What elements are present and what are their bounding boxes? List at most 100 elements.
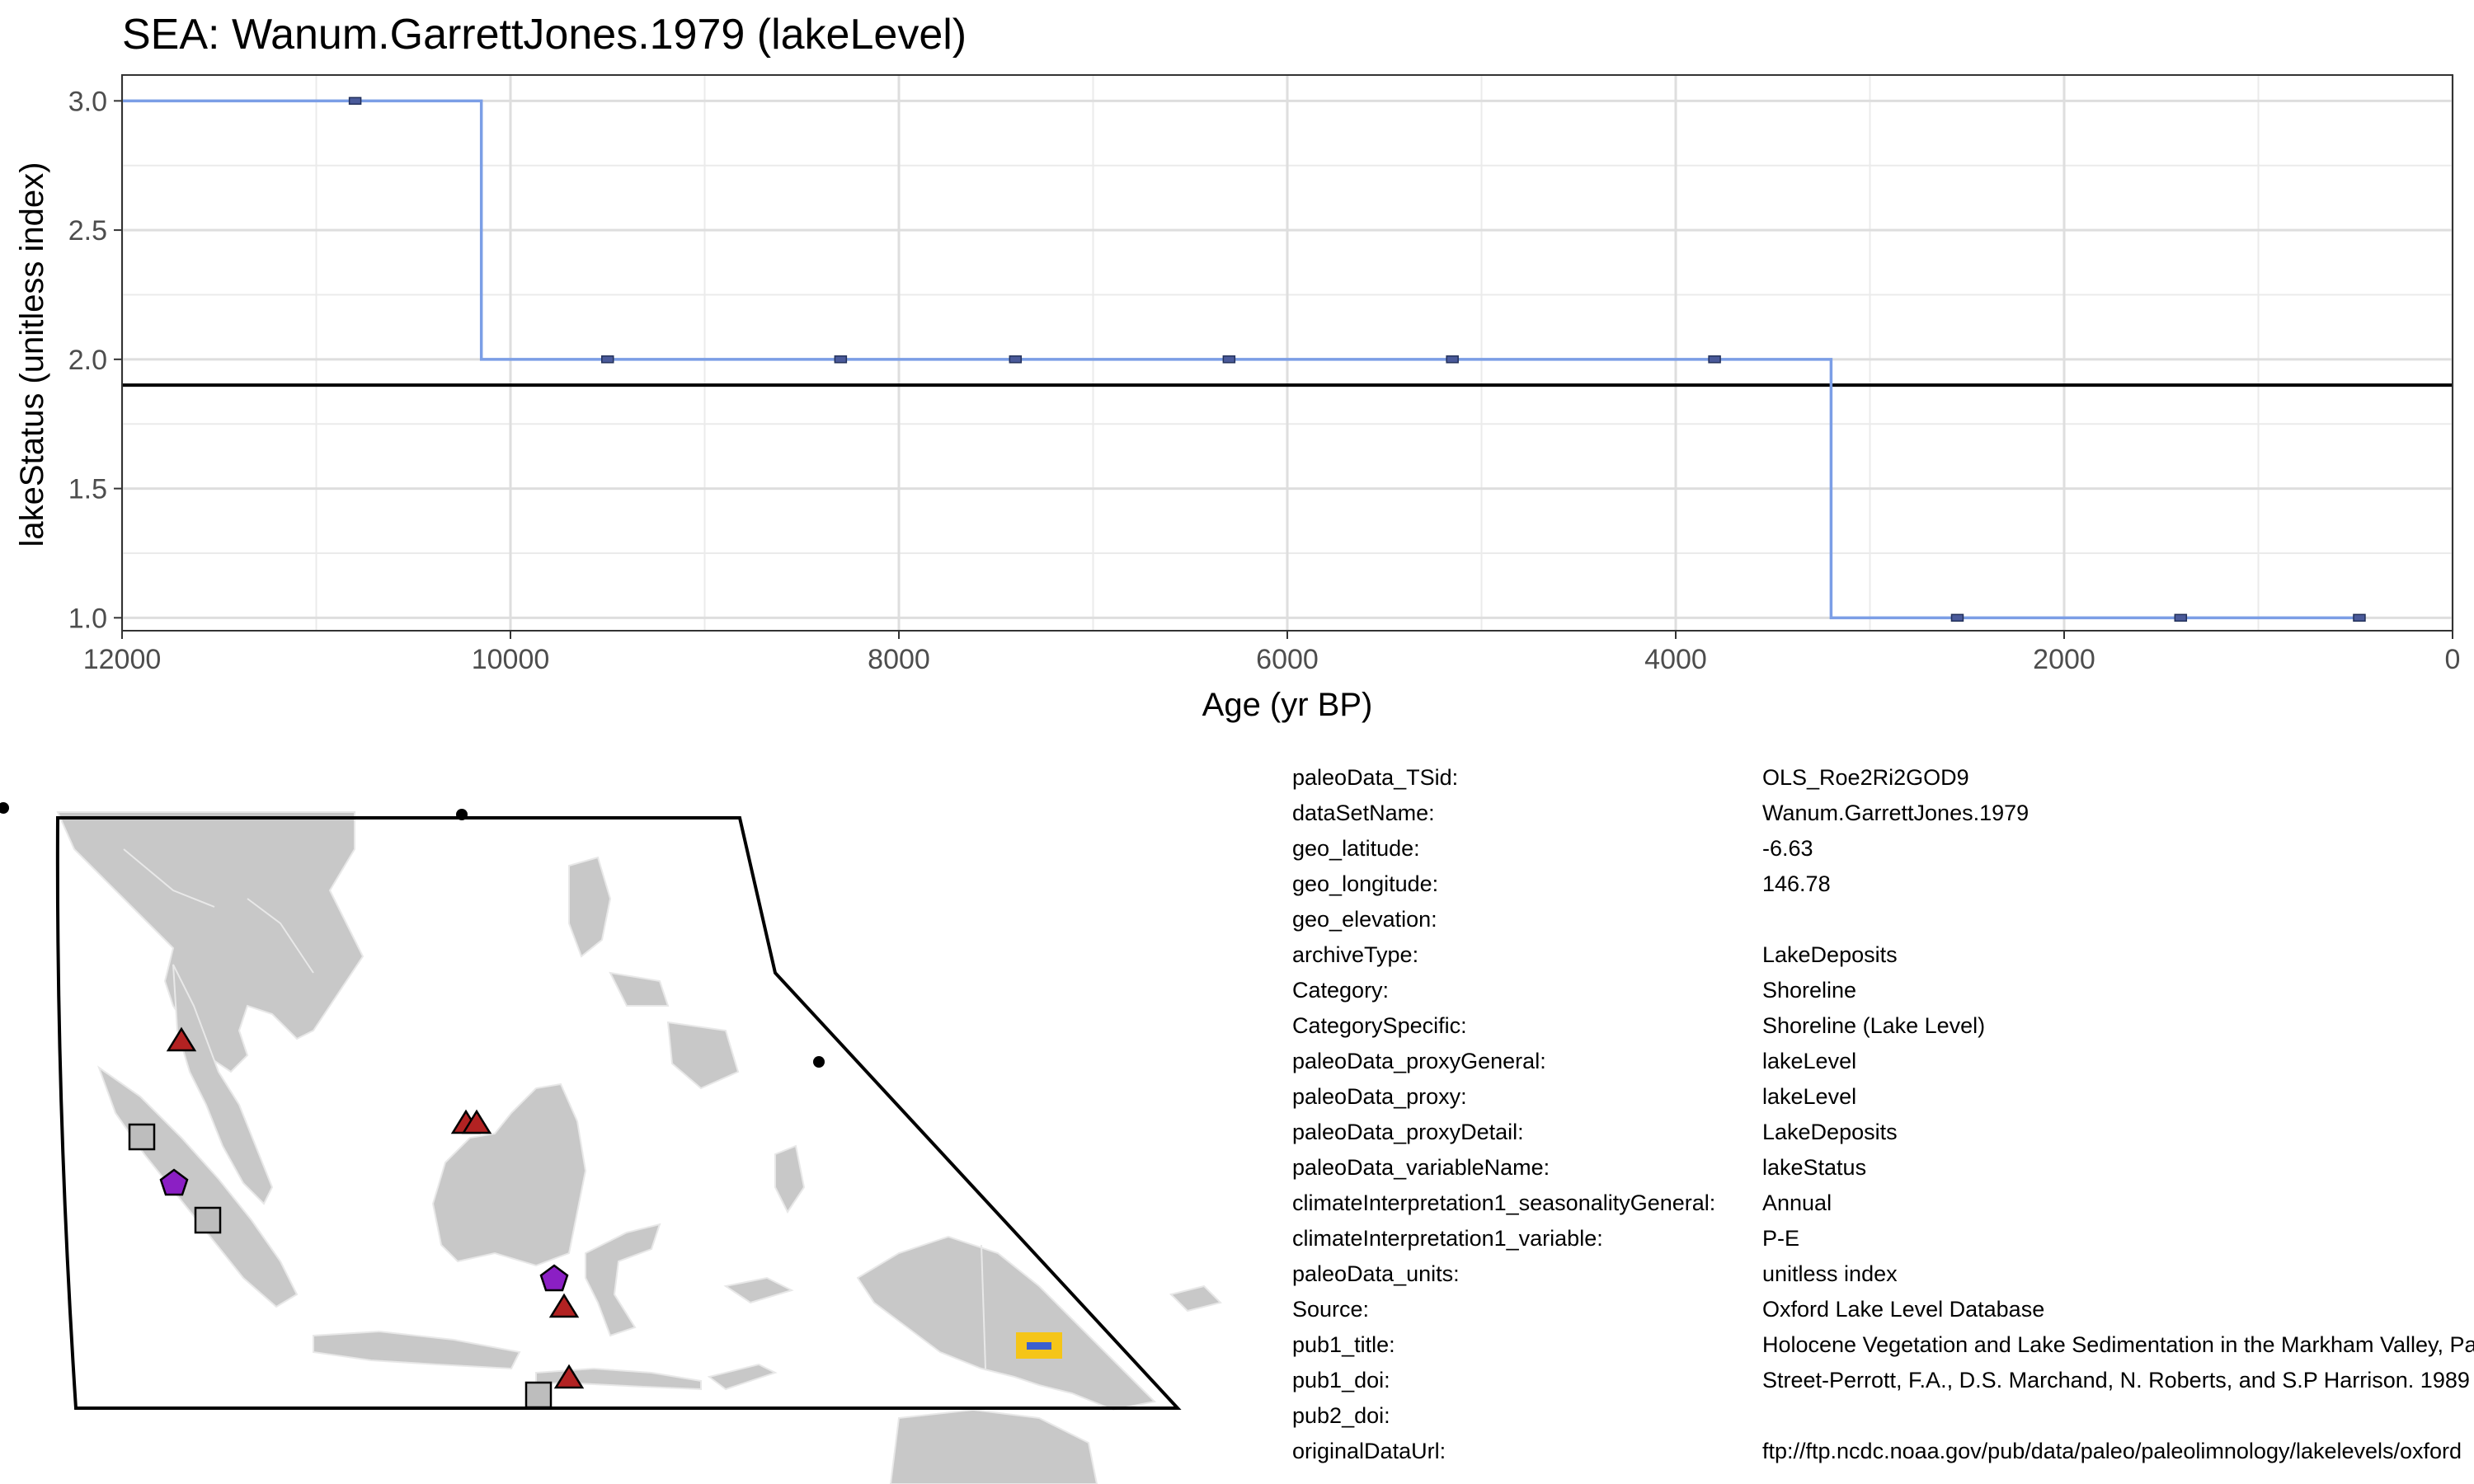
x-tick-label: 2000	[2033, 644, 2095, 675]
metadata-key: archiveType:	[1292, 942, 1419, 967]
metadata-table: paleoData_TSid: OLS_Roe2Ri2GOD9 dataSetNam…	[1292, 760, 2474, 1484]
metadata-value: lakeStatus	[1762, 1155, 1867, 1180]
marker-triangle	[548, 1293, 580, 1318]
metadata-key: CategorySpecific:	[1292, 1013, 1467, 1038]
metadata-value: Holocene Vegetation and Lake Sedimentati…	[1762, 1332, 2474, 1357]
y-tick-label: 2.5	[68, 215, 107, 247]
marker-pentagon	[539, 1264, 569, 1292]
land-borneo	[431, 1082, 587, 1267]
marker-square	[128, 1123, 156, 1151]
land-luzon	[568, 856, 612, 958]
x-tick-label: 10000	[472, 644, 550, 675]
chart-title: SEA: Wanum.GarrettJones.1979 (lakeLevel)	[122, 11, 967, 59]
edge-point	[0, 802, 9, 814]
metadata-value: Shoreline (Lake Level)	[1762, 1013, 1986, 1038]
land-halmahera	[774, 1144, 806, 1214]
data-point	[2174, 613, 2188, 622]
metadata-value: ftp://ftp.ncdc.noaa.gov/pub/data/paleo/p…	[1762, 1439, 2462, 1463]
land-new-britain	[1169, 1284, 1222, 1313]
metadata-value: P-E	[1762, 1226, 1800, 1251]
metadata-value: Oxford Lake Level Database	[1762, 1297, 2045, 1322]
metadata-key: pub1_doi:	[1292, 1368, 1390, 1392]
metadata-key: Source:	[1292, 1297, 1370, 1322]
x-tick-label: 4000	[1644, 644, 1707, 675]
edge-point	[813, 1056, 825, 1068]
map-outline	[55, 816, 1182, 1410]
metadata-key: originalDataUrl:	[1292, 1439, 1446, 1463]
x-tick-label: 8000	[868, 644, 930, 675]
metadata-key: dataSetName:	[1292, 801, 1435, 825]
land-mainland	[56, 811, 365, 1073]
land-sulawesi	[585, 1223, 661, 1337]
metadata-value: unitless index	[1762, 1261, 1898, 1286]
land-new-guinea	[856, 1235, 1157, 1411]
metadata-value: Wanum.GarrettJones.1979	[1762, 801, 2030, 825]
metadata-key: pub1_title:	[1292, 1332, 1395, 1357]
metadata-value: lakeLevel	[1762, 1084, 1857, 1109]
data-point	[2353, 613, 2366, 622]
data-point	[1446, 355, 1459, 364]
land-timor	[707, 1363, 778, 1391]
marker-square	[194, 1206, 222, 1234]
data-point	[1222, 355, 1236, 364]
metadata-key: geo_elevation:	[1292, 907, 1437, 932]
metadata-value: -6.63	[1762, 836, 1813, 861]
data-point	[1708, 355, 1721, 364]
metadata-key: climateInterpretation1_seasonalityGenera…	[1292, 1190, 1716, 1215]
data-points	[348, 96, 2366, 622]
land-mindanao	[666, 1021, 740, 1090]
data-point	[834, 355, 848, 364]
land-malay-peninsula	[172, 964, 274, 1205]
land-australia	[889, 1408, 1098, 1484]
metadata-key: paleoData_variableName:	[1292, 1155, 1550, 1180]
y-tick-label: 1.5	[68, 474, 107, 505]
land-visayas	[609, 971, 670, 1007]
x-tick-label: 12000	[83, 644, 162, 675]
marker-triangle	[461, 1109, 492, 1134]
data-point	[1950, 613, 1964, 622]
x-tick-label: 6000	[1256, 644, 1319, 675]
y-tick-label: 2.0	[68, 345, 107, 376]
y-tick-label: 1.0	[68, 603, 107, 634]
metadata-value: Annual	[1762, 1190, 1832, 1215]
land-moluccas	[723, 1276, 794, 1304]
metadata-key: Category:	[1292, 978, 1390, 1003]
metadata-key: paleoData_proxyDetail:	[1292, 1120, 1524, 1144]
data-point	[1009, 355, 1023, 364]
x-tick-label: 0	[2445, 644, 2461, 675]
x-axis-label: Age (yr BP)	[1202, 687, 1373, 723]
metadata-key: geo_longitude:	[1292, 871, 1439, 896]
data-point	[348, 96, 362, 106]
marker-triangle	[553, 1364, 585, 1389]
y-axis: 1.0 1.5 2.0 2.5 3.0	[68, 86, 122, 634]
metadata-value: Shoreline	[1762, 978, 1857, 1003]
chart: 12000 10000 8000 6000 4000 2000 0 1.0 1.5 2.0 2.5…	[14, 74, 2461, 723]
y-tick-label: 3.0	[68, 86, 107, 117]
metadata-value: lakeLevel	[1762, 1049, 1857, 1073]
metadata-value: 146.78	[1762, 871, 1831, 896]
metadata-key: climateInterpretation1_variable:	[1292, 1226, 1603, 1251]
land-java	[313, 1330, 521, 1370]
metadata-value: OLS_Roe2Ri2GOD9	[1762, 765, 1969, 790]
y-axis-label: lakeStatus (unitless index)	[14, 162, 50, 547]
metadata-key: paleoData_units:	[1292, 1261, 1460, 1286]
metadata-key: paleoData_proxy:	[1292, 1084, 1467, 1109]
metadata-key: paleoData_proxyGeneral:	[1292, 1049, 1546, 1073]
landmass	[56, 811, 1222, 1484]
data-point	[601, 355, 614, 364]
x-axis: 12000 10000 8000 6000 4000 2000 0	[83, 631, 2461, 675]
site-markers	[128, 1026, 585, 1409]
metadata-value: LakeDeposits	[1762, 1120, 1898, 1144]
marker-square	[524, 1381, 553, 1409]
metadata-value: LakeDeposits	[1762, 942, 1898, 967]
site-map	[0, 802, 1222, 1484]
metadata-value: Street-Perrott, F.A., D.S. Marchand, N. …	[1762, 1368, 2470, 1392]
marker-pentagon	[159, 1168, 189, 1196]
edge-point	[456, 809, 468, 820]
country-borders	[123, 848, 986, 1369]
metadata-key: paleoData_TSid:	[1292, 765, 1459, 790]
selected-site-marker	[1016, 1332, 1062, 1359]
metadata-key: geo_latitude:	[1292, 836, 1420, 861]
metadata-key: pub2_doi:	[1292, 1403, 1390, 1428]
marker-triangle	[166, 1026, 197, 1052]
